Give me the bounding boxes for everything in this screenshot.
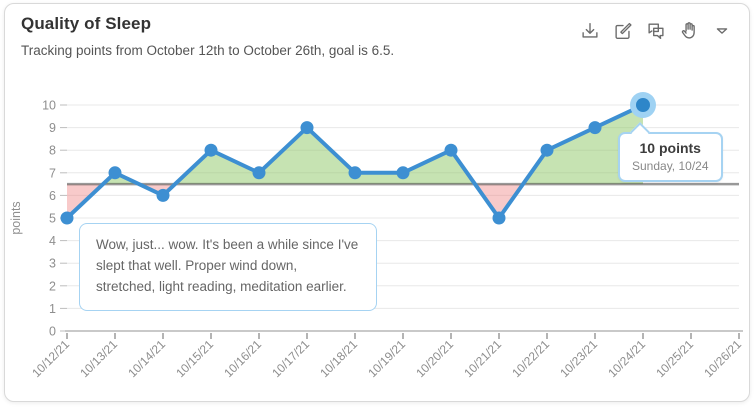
data-point[interactable]	[348, 166, 362, 180]
chart-toolbar	[577, 18, 735, 44]
quality-of-sleep-card: Quality of Sleep Tracking points from Oc…	[4, 3, 750, 402]
comment-text: Wow, just... wow. It's been a while sinc…	[96, 237, 359, 294]
x-tick-label: 10/20/21	[413, 337, 456, 380]
tooltip-value: 10 points	[639, 140, 701, 156]
comments-icon	[648, 23, 664, 40]
x-tick-label: 10/17/21	[269, 337, 312, 380]
y-tick-label: 8	[49, 144, 56, 158]
x-tick-label: 10/23/21	[557, 337, 600, 380]
sleep-quality-chart: 0 1 2 3 4 5 6 7 8 9 10 points 10/12/21 10/13/21 10/14/…	[9, 92, 744, 380]
point-tooltip: 10 points Sunday, 10/24	[618, 122, 723, 182]
x-tick-label: 10/22/21	[509, 337, 552, 380]
pan-button[interactable]	[676, 18, 702, 44]
chart-area[interactable]: 0 1 2 3 4 5 6 7 8 9 10 points 10/12/21 10/13/21 10/14/…	[5, 74, 751, 403]
data-point[interactable]	[444, 143, 458, 157]
x-tick-label: 10/13/21	[77, 337, 120, 380]
y-tick-label: 6	[49, 189, 56, 203]
y-tick-label: 9	[49, 121, 56, 135]
data-point[interactable]	[396, 166, 410, 180]
data-point[interactable]	[252, 166, 266, 180]
y-tick-label: 10	[42, 99, 56, 113]
collapse-button[interactable]	[709, 18, 735, 44]
download-icon	[582, 22, 598, 38]
data-point[interactable]	[588, 121, 602, 135]
chevron-down-icon	[716, 28, 728, 34]
pan-icon	[681, 22, 695, 39]
y-tick-label: 0	[49, 325, 56, 339]
y-tick-label: 4	[49, 234, 56, 248]
page-title: Quality of Sleep	[21, 14, 152, 33]
edit-icon	[615, 22, 632, 40]
data-point[interactable]	[540, 143, 554, 157]
card-subtitle: Tracking points from October 12th to Oct…	[21, 43, 395, 58]
above-goal-fill	[103, 105, 643, 185]
x-tick-label: 10/21/21	[461, 337, 504, 380]
y-axis-label: points	[9, 201, 23, 234]
x-tick-label: 10/24/21	[605, 337, 648, 380]
data-point[interactable]	[108, 166, 122, 180]
x-tick-label: 10/12/21	[29, 337, 72, 380]
data-point[interactable]	[60, 211, 74, 225]
card-header: Quality of Sleep Tracking points from Oc…	[21, 14, 733, 58]
x-tick-label: 10/26/21	[701, 337, 744, 380]
data-point[interactable]	[492, 211, 506, 225]
x-tick-label: 10/15/21	[173, 337, 216, 380]
x-tick-label: 10/14/21	[125, 337, 168, 380]
x-tick-label: 10/19/21	[365, 337, 408, 380]
comment-annotation[interactable]: Wow, just... wow. It's been a while sinc…	[79, 223, 377, 311]
y-tick-label: 7	[49, 166, 56, 180]
y-tick-label: 1	[49, 302, 56, 316]
tooltip-date: Sunday, 10/24	[632, 159, 709, 173]
x-tick-label: 10/16/21	[221, 337, 264, 380]
x-tick-label: 10/18/21	[317, 337, 360, 380]
y-tick-label: 2	[49, 279, 56, 293]
below-goal-fill	[67, 184, 643, 218]
data-point[interactable]	[636, 98, 650, 112]
x-tick-label: 10/25/21	[653, 337, 696, 380]
comments-button[interactable]	[643, 18, 669, 44]
y-tick-label: 3	[49, 257, 56, 271]
edit-button[interactable]	[610, 18, 636, 44]
data-point[interactable]	[156, 188, 170, 202]
data-point[interactable]	[204, 143, 218, 157]
download-button[interactable]	[577, 18, 603, 44]
y-tick-label: 5	[49, 212, 56, 226]
data-point[interactable]	[300, 121, 314, 135]
